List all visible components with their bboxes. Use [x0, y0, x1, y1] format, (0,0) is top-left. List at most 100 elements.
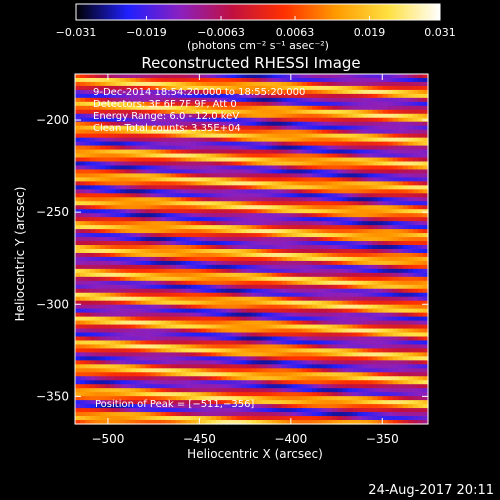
colorbar-tick-label: −0.0063 [197, 26, 245, 39]
heatmap-cell [276, 336, 283, 342]
heatmap-cell [231, 113, 237, 119]
heatmap-cell [281, 328, 288, 334]
heatmap-cell [80, 181, 86, 186]
heatmap-cell [150, 109, 157, 115]
heatmap-cell [155, 141, 162, 147]
heatmap-cell [286, 288, 293, 294]
heatmap-cell [387, 300, 394, 306]
heatmap-cell [367, 260, 374, 266]
heatmap-cell [291, 308, 298, 314]
heatmap-cell [75, 81, 81, 87]
heatmap-cell [206, 252, 212, 258]
heatmap-cell [337, 177, 343, 182]
heatmap-cell [357, 185, 364, 190]
heatmap-cell [185, 264, 192, 270]
heatmap-cell [120, 165, 127, 171]
heatmap-cell [387, 105, 394, 111]
heatmap-cell [160, 161, 167, 167]
heatmap-cell [196, 74, 202, 79]
heatmap-cell [211, 233, 217, 238]
heatmap-cell [85, 241, 91, 246]
heatmap-cell [190, 312, 197, 318]
heatmap-cell [276, 121, 283, 127]
heatmap-cell [382, 93, 389, 99]
heatmap-cell [367, 284, 374, 290]
heatmap-cell [387, 93, 394, 99]
heatmap-cell [135, 340, 142, 346]
heatmap-cell [221, 213, 227, 218]
heatmap-cell [190, 213, 197, 218]
heatmap-cell [190, 221, 197, 226]
heatmap-cell [332, 177, 338, 182]
heatmap-cell [312, 165, 318, 171]
heatmap-cell [372, 268, 379, 274]
heatmap-cell [211, 245, 217, 250]
heatmap-cell [306, 149, 313, 155]
heatmap-cell [100, 173, 106, 179]
heatmap-cell [347, 157, 353, 163]
heatmap-cell [412, 308, 419, 314]
heatmap-cell [337, 201, 343, 206]
heatmap-cell [85, 137, 91, 143]
heatmap-cell [170, 129, 177, 135]
heatmap-cell [407, 129, 414, 135]
heatmap-cell [407, 97, 414, 103]
heatmap-cell [382, 221, 389, 226]
heatmap-cell [402, 177, 409, 182]
heatmap-cell [125, 249, 132, 254]
heatmap-cell [110, 85, 116, 91]
heatmap-cell [226, 117, 232, 123]
heatmap-cell [306, 201, 313, 206]
heatmap-cell [332, 256, 338, 262]
heatmap-cell [140, 249, 147, 254]
heatmap-cell [211, 145, 217, 151]
heatmap-cell [241, 157, 248, 163]
heatmap-cell [221, 308, 227, 314]
heatmap-cell [286, 141, 293, 147]
heatmap-cell [206, 117, 212, 123]
heatmap-cell [180, 153, 187, 159]
heatmap-cell [387, 149, 394, 155]
heatmap-cell [140, 272, 147, 278]
heatmap-cell [80, 356, 86, 361]
heatmap-cell [332, 125, 338, 131]
heatmap-cell [231, 256, 237, 262]
heatmap-cell [196, 81, 202, 87]
heatmap-cell [317, 312, 323, 318]
heatmap-cell [422, 308, 429, 314]
heatmap-cell [236, 237, 243, 242]
heatmap-cell [337, 165, 343, 171]
heatmap-cell [150, 252, 157, 258]
heatmap-cell [357, 316, 364, 322]
heatmap-cell [95, 344, 101, 350]
heatmap-cell [80, 77, 86, 83]
heatmap-cell [337, 249, 343, 254]
heatmap-cell [75, 157, 81, 163]
heatmap-cell [170, 89, 177, 95]
heatmap-cell [241, 193, 248, 198]
heatmap-cell [276, 217, 283, 222]
heatmap-cell [211, 264, 217, 270]
heatmap-cell [347, 237, 353, 242]
heatmap-cell [90, 177, 96, 182]
heatmap-cell [377, 97, 384, 103]
heatmap-cell [362, 205, 369, 210]
heatmap-cell [170, 312, 177, 318]
heatmap-cell [211, 117, 217, 123]
heatmap-cell [397, 332, 404, 338]
heatmap-cell [296, 221, 303, 226]
heatmap-cell [296, 272, 303, 278]
heatmap-cell [216, 312, 222, 318]
heatmap-cell [397, 137, 404, 143]
heatmap-cell [140, 233, 147, 238]
heatmap-cell [246, 109, 253, 115]
heatmap-cell [301, 125, 308, 131]
heatmap-cell [332, 153, 338, 159]
heatmap-cell [145, 173, 152, 179]
heatmap-cell [241, 268, 248, 274]
heatmap-cell [417, 93, 424, 99]
heatmap-cell [407, 241, 414, 246]
heatmap-cell [221, 320, 227, 326]
heatmap-cell [206, 97, 212, 103]
heatmap-cell [256, 280, 263, 286]
